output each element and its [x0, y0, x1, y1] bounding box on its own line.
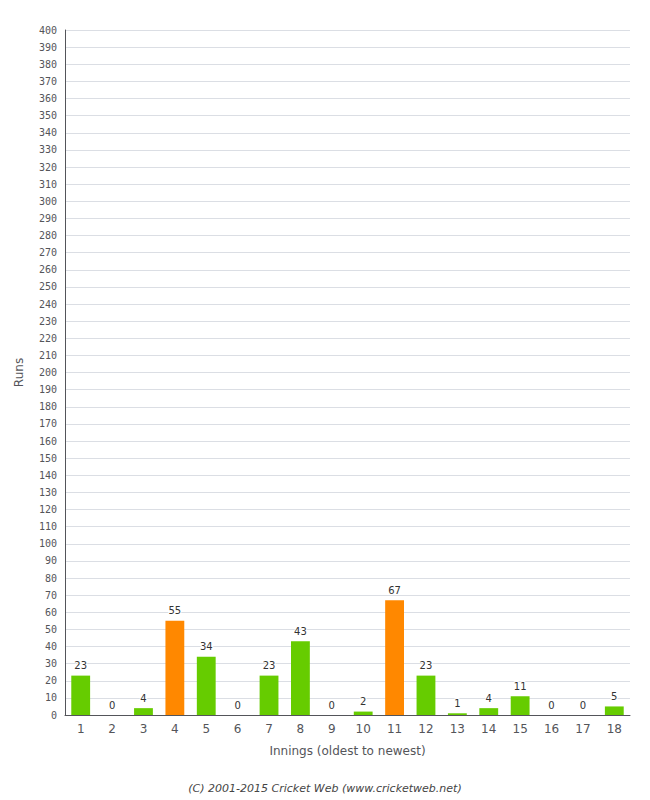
svg-text:10: 10	[356, 722, 371, 736]
svg-text:0: 0	[109, 700, 115, 711]
svg-text:220: 220	[39, 333, 57, 344]
svg-text:390: 390	[39, 42, 57, 53]
svg-text:8: 8	[297, 722, 305, 736]
svg-text:350: 350	[39, 110, 57, 121]
svg-text:360: 360	[39, 93, 57, 104]
svg-text:180: 180	[39, 401, 57, 412]
svg-text:0: 0	[51, 710, 57, 721]
svg-text:310: 310	[39, 179, 57, 190]
svg-text:210: 210	[39, 350, 57, 361]
svg-text:130: 130	[39, 487, 57, 498]
svg-text:5: 5	[611, 691, 617, 702]
svg-text:160: 160	[39, 436, 57, 447]
svg-text:230: 230	[39, 316, 57, 327]
svg-text:10: 10	[45, 692, 57, 703]
svg-text:0: 0	[329, 700, 335, 711]
svg-text:55: 55	[168, 605, 181, 616]
svg-text:370: 370	[39, 76, 57, 87]
svg-text:290: 290	[39, 213, 57, 224]
svg-text:0: 0	[234, 700, 240, 711]
svg-text:60: 60	[45, 607, 57, 618]
svg-text:2: 2	[360, 696, 366, 707]
svg-text:12: 12	[418, 722, 433, 736]
svg-text:170: 170	[39, 418, 57, 429]
svg-text:200: 200	[39, 367, 57, 378]
svg-text:11: 11	[387, 722, 402, 736]
svg-text:(C) 2001-2015 Cricket Web (www: (C) 2001-2015 Cricket Web (www.cricketwe…	[188, 782, 461, 795]
svg-text:90: 90	[45, 555, 57, 566]
svg-text:260: 260	[39, 264, 57, 275]
svg-text:0: 0	[580, 700, 586, 711]
svg-text:15: 15	[512, 722, 527, 736]
svg-text:3: 3	[140, 722, 148, 736]
svg-text:23: 23	[420, 660, 433, 671]
svg-text:23: 23	[263, 660, 276, 671]
svg-text:40: 40	[45, 641, 57, 652]
svg-text:20: 20	[45, 675, 57, 686]
svg-text:1: 1	[454, 698, 460, 709]
svg-text:70: 70	[45, 590, 57, 601]
svg-text:400: 400	[39, 25, 57, 36]
svg-text:320: 320	[39, 162, 57, 173]
svg-text:2: 2	[108, 722, 116, 736]
svg-text:13: 13	[450, 722, 465, 736]
svg-text:190: 190	[39, 384, 57, 395]
svg-text:150: 150	[39, 453, 57, 464]
svg-text:11: 11	[514, 681, 527, 692]
svg-text:120: 120	[39, 504, 57, 515]
svg-text:14: 14	[481, 722, 496, 736]
svg-text:100: 100	[39, 538, 57, 549]
svg-text:140: 140	[39, 470, 57, 481]
svg-text:0: 0	[548, 700, 554, 711]
svg-text:330: 330	[39, 144, 57, 155]
svg-text:240: 240	[39, 299, 57, 310]
svg-text:18: 18	[607, 722, 622, 736]
svg-text:340: 340	[39, 127, 57, 138]
svg-text:23: 23	[74, 660, 87, 671]
svg-text:16: 16	[544, 722, 559, 736]
svg-text:67: 67	[388, 585, 401, 596]
svg-text:43: 43	[294, 626, 307, 637]
svg-text:9: 9	[328, 722, 336, 736]
svg-text:4: 4	[140, 693, 146, 704]
svg-text:4: 4	[486, 693, 492, 704]
svg-text:250: 250	[39, 281, 57, 292]
svg-text:80: 80	[45, 573, 57, 584]
svg-text:Innings (oldest to newest): Innings (oldest to newest)	[269, 744, 425, 758]
svg-text:30: 30	[45, 658, 57, 669]
svg-text:5: 5	[202, 722, 210, 736]
svg-text:50: 50	[45, 624, 57, 635]
svg-text:6: 6	[234, 722, 242, 736]
svg-text:300: 300	[39, 196, 57, 207]
svg-text:7: 7	[265, 722, 273, 736]
svg-text:270: 270	[39, 247, 57, 258]
svg-text:280: 280	[39, 230, 57, 241]
svg-text:Runs: Runs	[12, 358, 26, 387]
svg-text:380: 380	[39, 59, 57, 70]
svg-text:110: 110	[39, 521, 57, 532]
svg-text:4: 4	[171, 722, 179, 736]
svg-text:1: 1	[77, 722, 85, 736]
svg-text:34: 34	[200, 641, 213, 652]
svg-text:17: 17	[575, 722, 590, 736]
